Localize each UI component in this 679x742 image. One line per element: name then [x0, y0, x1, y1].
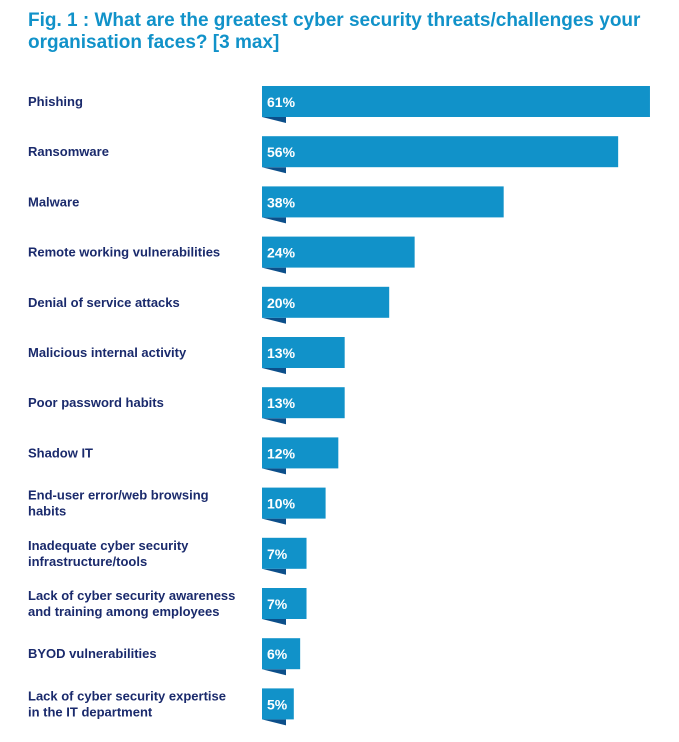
bar-3: [262, 236, 415, 268]
bar-12: [262, 688, 294, 720]
bar-shadow-11: [262, 669, 286, 676]
bar-shadow-0: [262, 117, 286, 123]
bar-shadow-8: [262, 518, 286, 525]
bar-shadow-10: [262, 619, 286, 625]
category-label-10-line-1: and training among employees: [28, 604, 219, 619]
bar-shadow-5: [262, 368, 286, 374]
bar-shadow-6: [262, 418, 286, 425]
value-label-6: 13%: [267, 395, 296, 411]
value-label-7: 12%: [267, 445, 296, 461]
value-label-10: 7%: [267, 596, 288, 612]
category-label-9-line-0: Inadequate cyber security: [28, 538, 189, 553]
value-label-4: 20%: [267, 295, 296, 311]
value-label-8: 10%: [267, 496, 296, 512]
value-label-12: 5%: [267, 696, 288, 712]
bar-11: [262, 638, 301, 670]
category-label-3: Remote working vulnerabilities: [28, 245, 220, 260]
value-label-2: 38%: [267, 194, 296, 210]
bar-0: [262, 86, 650, 117]
bar-shadow-3: [262, 267, 286, 274]
value-label-3: 24%: [267, 245, 296, 261]
category-label-12-line-1: in the IT department: [28, 704, 153, 719]
bar-shadow-12: [262, 719, 286, 726]
chart-title: Fig. 1 : What are the greatest cyber sec…: [28, 10, 641, 53]
category-label-8-line-1: habits: [28, 504, 66, 519]
category-label-10-line-0: Lack of cyber security awareness: [28, 588, 235, 603]
bar-2: [262, 186, 504, 218]
bar-shadow-4: [262, 317, 286, 324]
bar-4: [262, 286, 390, 318]
category-label-9-line-1: infrastructure/tools: [28, 554, 147, 569]
bar-8: [262, 487, 326, 519]
bar-shadow-2: [262, 217, 286, 224]
bar-1: [262, 136, 619, 168]
category-label-0: Phishing: [28, 94, 83, 109]
category-label-4: Denial of service attacks: [28, 295, 180, 310]
bar-7: [262, 437, 339, 469]
bar-9: [262, 537, 307, 569]
bar-shadow-1: [262, 167, 286, 174]
bar-6: [262, 387, 345, 419]
value-label-0: 61%: [267, 94, 296, 110]
category-label-11: BYOD vulnerabilities: [28, 646, 157, 661]
bar-5: [262, 337, 345, 368]
category-label-8-line-0: End-user error/web browsing: [28, 488, 209, 503]
category-label-7: Shadow IT: [28, 445, 93, 460]
category-label-1: Ransomware: [28, 144, 109, 159]
value-label-1: 56%: [267, 144, 296, 160]
category-label-5: Malicious internal activity: [28, 345, 187, 360]
bar-10: [262, 588, 307, 619]
category-label-6: Poor password habits: [28, 395, 164, 410]
bar-shadow-7: [262, 468, 286, 475]
value-label-11: 6%: [267, 646, 288, 662]
bar-shadow-9: [262, 568, 286, 575]
value-label-5: 13%: [267, 345, 296, 361]
value-label-9: 7%: [267, 546, 288, 562]
category-label-12-line-0: Lack of cyber security expertise: [28, 688, 226, 703]
category-label-2: Malware: [28, 194, 79, 209]
